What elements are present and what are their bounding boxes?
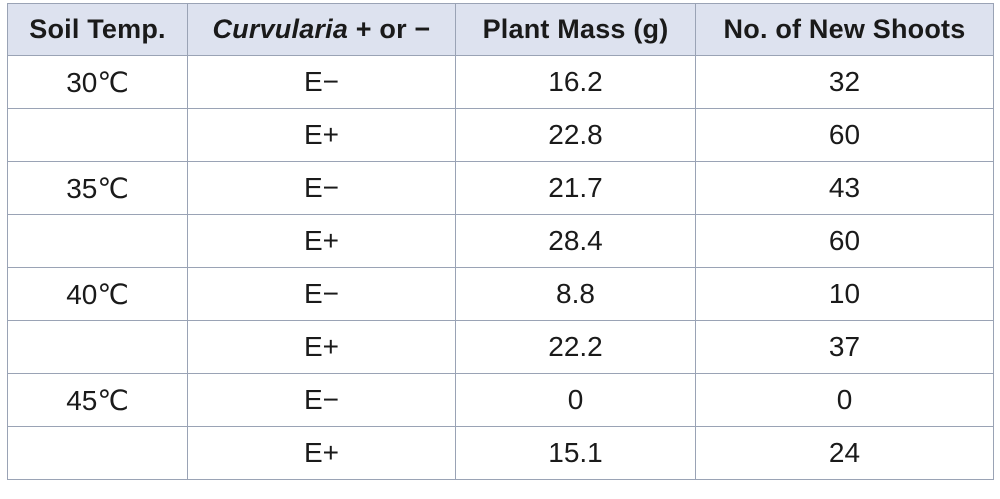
cell-temp: 40℃: [7, 267, 188, 321]
cell-new-shoots: 32: [695, 55, 994, 109]
table-row: 45℃ E− 0 0: [7, 373, 994, 427]
table-row: 30℃ E− 16.2 32: [7, 55, 994, 109]
header-curvularia-name: Curvularia: [212, 14, 349, 44]
cell-curvularia: E+: [187, 108, 456, 162]
header-row: Soil Temp. Curvularia + or − Plant Mass …: [7, 3, 994, 56]
cell-plant-mass: 16.2: [455, 55, 696, 109]
cell-new-shoots: 24: [695, 426, 994, 480]
cell-plant-mass: 21.7: [455, 161, 696, 215]
cell-new-shoots: 60: [695, 108, 994, 162]
cell-temp: 45℃: [7, 373, 188, 427]
cell-curvularia: E+: [187, 320, 456, 374]
cell-plant-mass: 0: [455, 373, 696, 427]
table-row: E+ 28.4 60: [7, 214, 994, 268]
data-table: Soil Temp. Curvularia + or − Plant Mass …: [7, 3, 994, 480]
cell-temp: 35℃: [7, 161, 188, 215]
cell-new-shoots: 0: [695, 373, 994, 427]
cell-temp: [7, 108, 188, 162]
table-header: Soil Temp. Curvularia + or − Plant Mass …: [7, 3, 994, 56]
cell-new-shoots: 10: [695, 267, 994, 321]
header-soil-temp: Soil Temp.: [7, 3, 188, 56]
cell-temp: [7, 320, 188, 374]
table-row: E+ 22.8 60: [7, 108, 994, 162]
cell-new-shoots: 37: [695, 320, 994, 374]
cell-temp: 30℃: [7, 55, 188, 109]
cell-new-shoots: 60: [695, 214, 994, 268]
cell-plant-mass: 22.8: [455, 108, 696, 162]
cell-curvularia: E−: [187, 55, 456, 109]
cell-temp: [7, 426, 188, 480]
cell-curvularia: E+: [187, 214, 456, 268]
header-curvularia: Curvularia + or −: [187, 3, 456, 56]
header-plant-mass: Plant Mass (g): [455, 3, 696, 56]
table-row: 35℃ E− 21.7 43: [7, 161, 994, 215]
table-row: E+ 15.1 24: [7, 426, 994, 480]
data-table-container: Soil Temp. Curvularia + or − Plant Mass …: [7, 3, 994, 480]
header-curvularia-suffix: + or −: [348, 14, 431, 44]
cell-plant-mass: 15.1: [455, 426, 696, 480]
cell-curvularia: E−: [187, 267, 456, 321]
cell-curvularia: E−: [187, 161, 456, 215]
cell-plant-mass: 28.4: [455, 214, 696, 268]
cell-plant-mass: 8.8: [455, 267, 696, 321]
cell-plant-mass: 22.2: [455, 320, 696, 374]
cell-curvularia: E+: [187, 426, 456, 480]
table-row: E+ 22.2 37: [7, 320, 994, 374]
cell-new-shoots: 43: [695, 161, 994, 215]
table-row: 40℃ E− 8.8 10: [7, 267, 994, 321]
table-body: 30℃ E− 16.2 32 E+ 22.8 60 35℃ E− 21.7 43…: [7, 55, 994, 480]
cell-curvularia: E−: [187, 373, 456, 427]
header-new-shoots: No. of New Shoots: [695, 3, 994, 56]
cell-temp: [7, 214, 188, 268]
